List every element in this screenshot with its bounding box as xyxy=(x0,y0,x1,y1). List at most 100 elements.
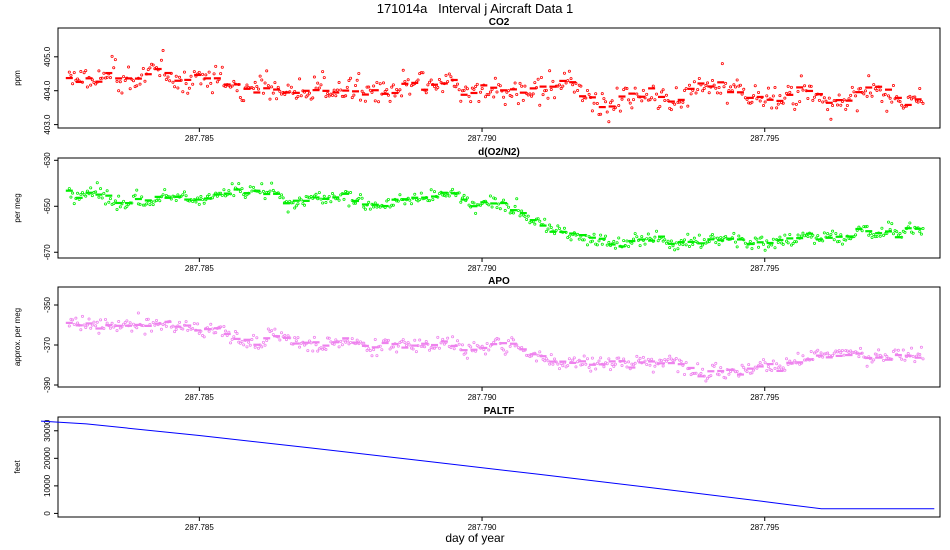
data-point xyxy=(449,75,453,79)
data-point xyxy=(408,92,412,96)
data-point xyxy=(388,205,392,209)
data-point xyxy=(558,367,562,371)
data-point xyxy=(472,341,476,345)
data-point xyxy=(809,235,813,239)
data-point xyxy=(237,83,241,87)
data-point xyxy=(827,235,831,239)
data-point xyxy=(110,54,114,58)
data-point xyxy=(812,95,816,99)
data-point xyxy=(791,361,795,365)
data-point xyxy=(566,364,570,368)
data-point xyxy=(599,233,603,237)
data-point xyxy=(432,85,436,89)
data-point xyxy=(437,346,441,350)
data-point xyxy=(686,232,690,236)
data-point xyxy=(498,207,502,211)
data-point xyxy=(131,322,135,326)
data-point xyxy=(551,362,555,366)
data-point xyxy=(95,181,99,185)
data-point xyxy=(255,84,259,88)
data-point xyxy=(809,84,813,88)
data-point xyxy=(115,79,119,83)
data-point xyxy=(699,245,703,249)
data-point xyxy=(549,225,553,229)
data-point xyxy=(105,321,109,325)
data-point xyxy=(845,103,849,107)
data-point xyxy=(842,98,846,102)
data-point xyxy=(276,85,280,89)
data-point xyxy=(411,347,415,351)
data-point xyxy=(176,193,180,197)
data-point xyxy=(766,86,770,90)
data-point xyxy=(783,233,787,237)
data-point xyxy=(653,98,657,102)
data-point xyxy=(778,235,782,239)
data-point xyxy=(158,321,162,325)
x-tick-label: 287.790 xyxy=(468,523,497,532)
data-point xyxy=(605,110,609,114)
data-point xyxy=(245,345,249,349)
data-point xyxy=(413,82,417,86)
data-point xyxy=(428,80,432,84)
data-point xyxy=(709,85,713,89)
data-point xyxy=(191,200,195,204)
data-point xyxy=(513,204,517,208)
data-point xyxy=(839,233,843,237)
data-point xyxy=(306,349,310,353)
data-point xyxy=(230,84,234,88)
y-tick-label: -350 xyxy=(43,296,52,313)
plot-frame xyxy=(57,27,941,129)
data-point xyxy=(659,235,663,239)
data-point xyxy=(508,344,512,348)
data-point xyxy=(488,90,492,94)
data-point xyxy=(523,348,527,352)
data-point xyxy=(252,86,256,90)
y-tick-label: -670 xyxy=(43,244,52,261)
data-point xyxy=(141,324,145,328)
data-point xyxy=(350,337,354,341)
series-line xyxy=(40,420,935,510)
data-point xyxy=(890,100,894,104)
data-point xyxy=(719,366,723,370)
data-point xyxy=(324,95,328,99)
data-point xyxy=(296,336,300,340)
data-point xyxy=(365,85,369,89)
data-point xyxy=(610,242,614,246)
data-point xyxy=(120,202,124,206)
data-point xyxy=(238,190,242,194)
data-point xyxy=(683,88,687,92)
data-point xyxy=(684,243,688,247)
data-point xyxy=(689,239,693,243)
data-point xyxy=(280,331,284,335)
data-point xyxy=(224,329,228,333)
data-point xyxy=(706,240,710,244)
data-point xyxy=(901,106,905,110)
data-point xyxy=(482,83,486,87)
x-tick-label: 287.785 xyxy=(185,523,214,532)
data-point xyxy=(673,102,677,106)
data-point xyxy=(567,69,571,73)
data-point xyxy=(143,332,147,336)
data-point xyxy=(857,225,861,229)
data-point xyxy=(676,100,680,104)
data-point xyxy=(414,80,418,84)
data-point xyxy=(163,188,167,192)
data-point xyxy=(107,72,111,76)
data-point xyxy=(87,192,91,196)
data-point xyxy=(319,346,323,350)
data-point xyxy=(390,203,394,207)
data-point xyxy=(618,109,622,113)
data-point xyxy=(706,81,710,85)
data-point xyxy=(607,240,611,244)
data-point xyxy=(850,85,854,89)
data-point xyxy=(442,342,446,346)
data-point xyxy=(919,232,923,236)
data-point xyxy=(253,345,257,349)
data-point xyxy=(663,238,667,242)
data-point xyxy=(696,88,700,92)
data-point xyxy=(534,217,538,221)
data-point xyxy=(528,221,532,225)
x-tick-label: 287.795 xyxy=(750,134,779,143)
data-point xyxy=(298,77,302,81)
data-point xyxy=(911,231,915,235)
